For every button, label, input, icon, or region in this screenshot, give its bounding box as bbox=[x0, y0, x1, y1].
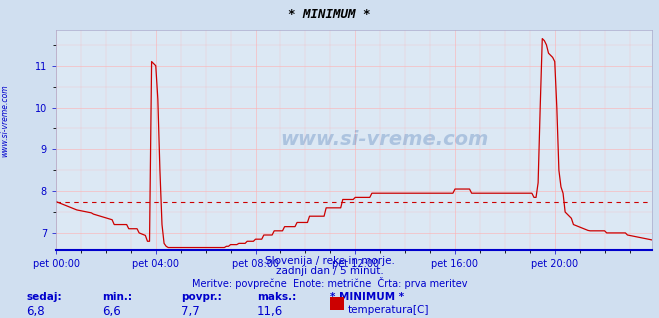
Text: min.:: min.: bbox=[102, 292, 132, 302]
Text: povpr.:: povpr.: bbox=[181, 292, 222, 302]
Text: Meritve: povprečne  Enote: metrične  Črta: prva meritev: Meritve: povprečne Enote: metrične Črta:… bbox=[192, 277, 467, 289]
Text: Slovenija / reke in morje.: Slovenija / reke in morje. bbox=[264, 256, 395, 266]
Text: zadnji dan / 5 minut.: zadnji dan / 5 minut. bbox=[275, 266, 384, 276]
Text: sedaj:: sedaj: bbox=[26, 292, 62, 302]
Text: maks.:: maks.: bbox=[257, 292, 297, 302]
Text: 6,6: 6,6 bbox=[102, 305, 121, 318]
Text: * MINIMUM *: * MINIMUM * bbox=[288, 8, 371, 21]
Text: www.si-vreme.com: www.si-vreme.com bbox=[1, 85, 10, 157]
Text: 11,6: 11,6 bbox=[257, 305, 283, 318]
Text: 6,8: 6,8 bbox=[26, 305, 45, 318]
Text: 7,7: 7,7 bbox=[181, 305, 200, 318]
Text: www.si-vreme.com: www.si-vreme.com bbox=[280, 130, 488, 149]
Text: * MINIMUM *: * MINIMUM * bbox=[330, 292, 403, 302]
Text: temperatura[C]: temperatura[C] bbox=[348, 305, 430, 315]
